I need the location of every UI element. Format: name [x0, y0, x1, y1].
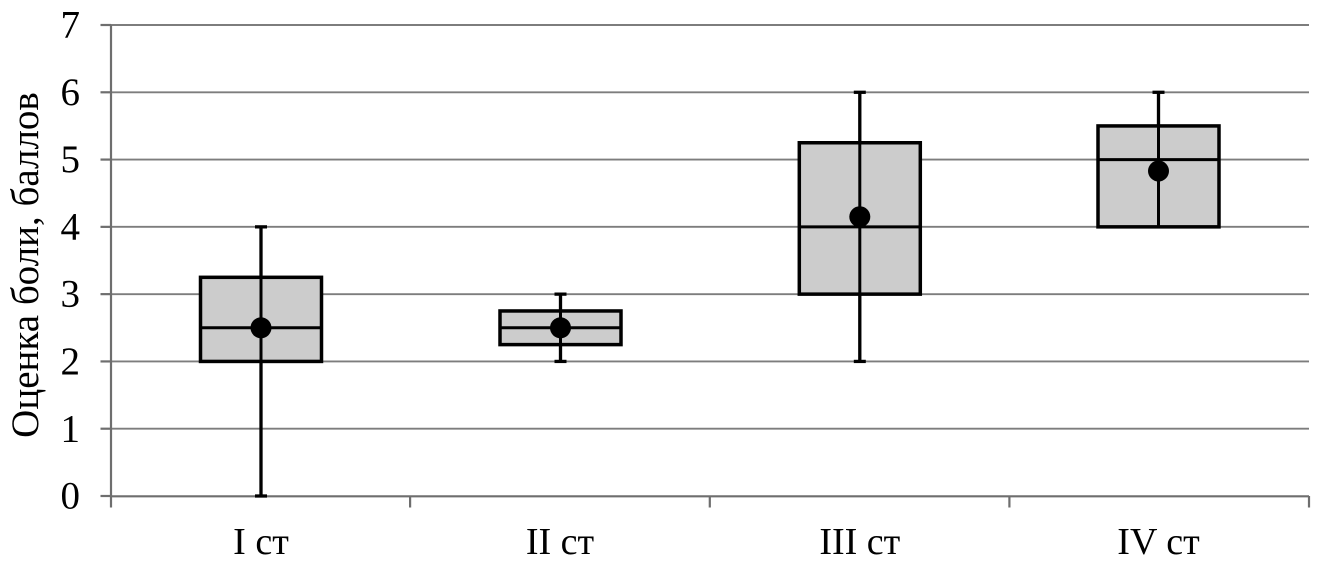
svg-text:7: 7: [61, 4, 81, 47]
svg-text:III ст: III ст: [819, 521, 900, 563]
svg-text:0: 0: [61, 475, 81, 518]
svg-text:Оценка боли, баллов: Оценка боли, баллов: [4, 92, 47, 438]
svg-text:4: 4: [61, 206, 81, 249]
svg-text:6: 6: [61, 71, 81, 114]
svg-text:IV ст: IV ст: [1117, 521, 1200, 563]
svg-text:II ст: II ст: [526, 521, 595, 563]
svg-text:5: 5: [61, 138, 81, 181]
svg-text:3: 3: [61, 273, 81, 316]
svg-text:2: 2: [61, 340, 81, 383]
svg-text:I ст: I ст: [233, 521, 289, 563]
svg-text:1: 1: [61, 407, 81, 450]
